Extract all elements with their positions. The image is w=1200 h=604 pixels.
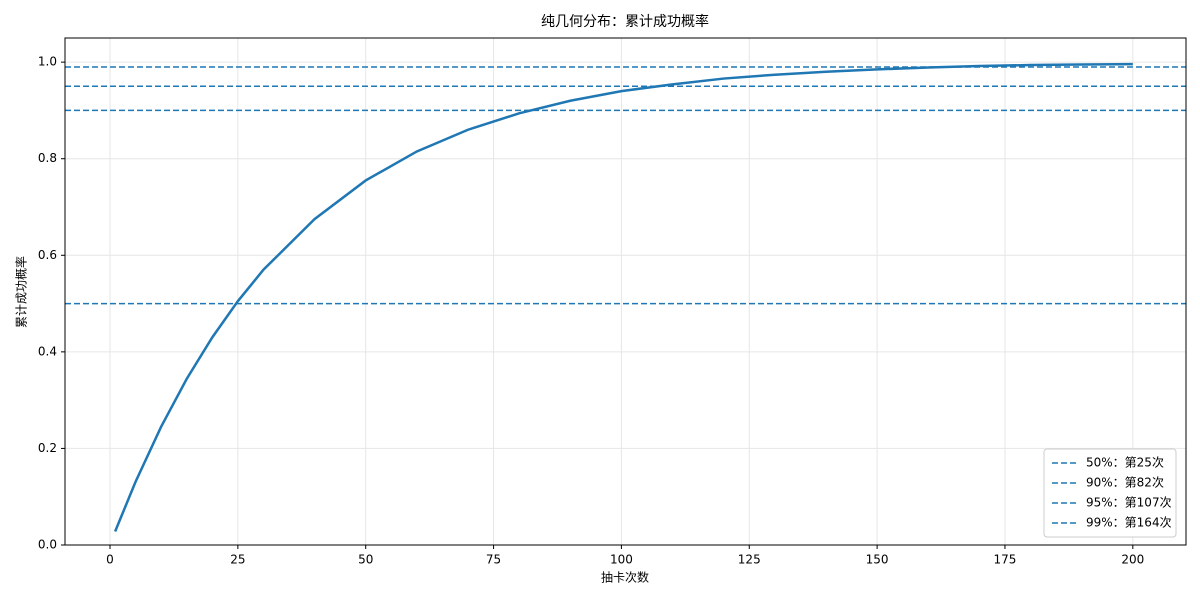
x-tick-label: 75	[486, 553, 501, 567]
chart-title: 纯几何分布：累计成功概率	[541, 13, 709, 30]
legend-box	[1043, 448, 1177, 538]
legend-label: 99%：第164次	[1086, 516, 1172, 530]
legend-label: 50%：第25次	[1086, 456, 1164, 470]
y-tick-label: 0.4	[38, 344, 57, 358]
legend-label: 90%：第82次	[1086, 476, 1164, 490]
x-tick-label: 175	[994, 553, 1017, 567]
y-tick-label: 0.0	[38, 538, 57, 552]
y-tick-label: 0.6	[38, 248, 57, 262]
y-tick-label: 1.0	[38, 55, 57, 69]
x-tick-label: 50	[358, 553, 373, 567]
x-tick-label: 0	[106, 553, 114, 567]
x-tick-label: 25	[230, 553, 245, 567]
x-tick-label: 100	[610, 553, 633, 567]
x-tick-label: 125	[738, 553, 761, 567]
legend-label: 95%：第107次	[1086, 496, 1172, 510]
y-tick-label: 0.8	[38, 151, 57, 165]
x-axis-label: 抽卡次数	[601, 570, 649, 585]
y-tick-label: 0.2	[38, 441, 57, 455]
line-series	[113, 62, 1133, 532]
x-tick-label: 150	[866, 553, 889, 567]
plot-frame	[64, 37, 1187, 546]
x-tick-label: 200	[1121, 553, 1144, 567]
y-axis-label: 累计成功概率	[14, 256, 29, 328]
